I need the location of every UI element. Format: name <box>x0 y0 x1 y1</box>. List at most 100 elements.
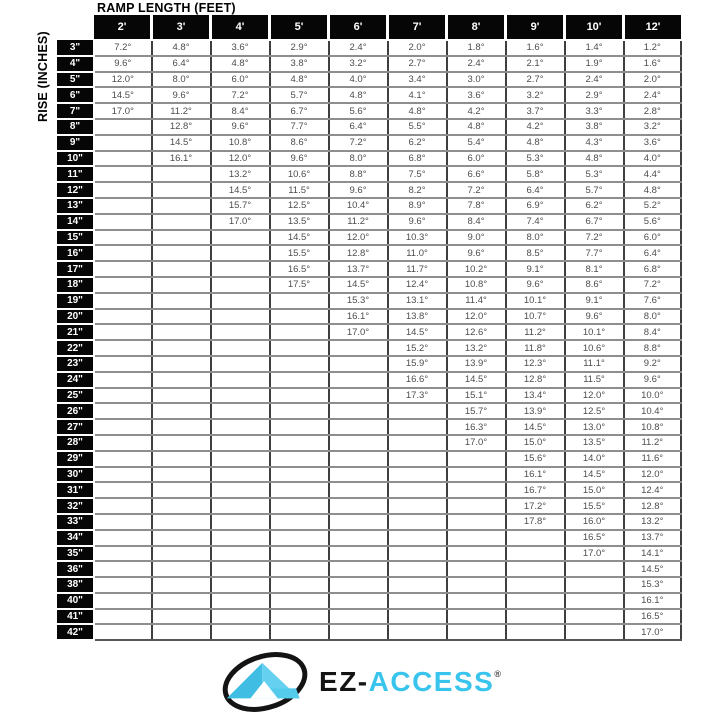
angle-cell: 3.6° <box>622 134 682 152</box>
rise-label-20in: 20" <box>57 308 95 326</box>
empty-cell <box>209 450 270 468</box>
table-row: 30" 16.1° 14.5° 12.0° <box>57 466 682 484</box>
angle-cell: 10.6° <box>563 340 624 357</box>
empty-cell <box>209 624 270 642</box>
angle-cell: 10.3° <box>386 229 447 247</box>
angle-cell: 10.0° <box>622 387 682 405</box>
empty-cell <box>93 166 152 184</box>
angle-cell: 4.0° <box>327 71 388 89</box>
empty-cell <box>386 434 447 452</box>
empty-cell <box>150 245 211 263</box>
angle-cell: 5.8° <box>504 166 565 184</box>
table-header: 2' 3' 4' 5' 6' 7' 8' 9' 10' 12' <box>57 15 681 41</box>
angle-cell: 8.2° <box>386 182 447 199</box>
empty-cell <box>327 513 388 531</box>
angle-cell: 12.8° <box>150 118 211 136</box>
empty-cell <box>150 387 211 405</box>
angle-cell: 10.1° <box>563 324 624 342</box>
angle-cell: 9.6° <box>327 182 388 199</box>
angle-cell: 14.5° <box>327 276 388 294</box>
empty-cell <box>93 419 152 436</box>
angle-cell: 13.7° <box>622 529 682 547</box>
angle-cell: 6.8° <box>386 150 447 168</box>
angle-cell: 16.3° <box>445 419 506 436</box>
empty-cell <box>386 498 447 515</box>
empty-cell <box>93 482 152 500</box>
angle-cell: 13.9° <box>504 403 565 421</box>
angle-cell: 4.3° <box>563 134 624 152</box>
empty-cell <box>327 529 388 547</box>
registered-trademark-mark: ® <box>494 669 501 679</box>
table-row: 22" 15.2° 13.2° 11.8° 10.6° 8.8° <box>57 340 682 357</box>
empty-cell <box>150 545 211 563</box>
angle-cell: 10.8° <box>622 419 682 436</box>
empty-cell <box>504 545 565 563</box>
empty-cell <box>504 592 565 610</box>
angle-cell: 16.1° <box>150 150 211 168</box>
angle-cell: 16.1° <box>327 308 388 326</box>
empty-cell <box>268 592 329 610</box>
empty-cell <box>93 371 152 389</box>
empty-cell <box>268 608 329 626</box>
angle-cell: 6.2° <box>563 197 624 215</box>
angle-cell: 12.4° <box>386 276 447 294</box>
angle-cell: 5.3° <box>504 150 565 168</box>
empty-cell <box>386 482 447 500</box>
logo-text-ez: EZ- <box>319 666 369 697</box>
table-row: 11" 13.2° 10.6° 8.8° 7.5° 6.6° 5.8° 5.3° 4.4° <box>57 166 682 184</box>
empty-cell <box>268 355 329 373</box>
empty-cell <box>504 608 565 626</box>
table-row: 19" 15.3° 13.1° 11.4° 10.1° 9.1° 7.6° <box>57 292 682 310</box>
angle-cell: 3.7° <box>504 103 565 120</box>
empty-cell <box>268 434 329 452</box>
empty-cell <box>150 355 211 373</box>
empty-cell <box>150 292 211 310</box>
empty-cell <box>150 608 211 626</box>
angle-cell: 11.6° <box>622 450 682 468</box>
angle-cell: 1.4° <box>563 39 624 57</box>
table-row: 38" 15.3° <box>57 577 682 594</box>
angle-cell: 12.6° <box>445 324 506 342</box>
page-title: RAMP LENGTH (FEET) <box>97 1 236 15</box>
angle-cell: 12.0° <box>327 229 388 247</box>
angle-cell: 14.5° <box>150 134 211 152</box>
angle-cell: 12.0° <box>445 308 506 326</box>
empty-cell <box>445 561 506 579</box>
empty-cell <box>93 276 152 294</box>
empty-cell <box>209 371 270 389</box>
angle-cell: 6.4° <box>504 182 565 199</box>
empty-cell <box>327 419 388 436</box>
angle-cell: 8.4° <box>622 324 682 342</box>
angle-cell: 8.9° <box>386 197 447 215</box>
empty-cell <box>445 482 506 500</box>
empty-cell <box>150 182 211 199</box>
angle-cell: 3.8° <box>268 55 329 73</box>
angle-cell: 13.0° <box>563 419 624 436</box>
table-row: 34" 16.5° 13.7° <box>57 529 682 547</box>
angle-cell: 12.0° <box>93 71 152 89</box>
empty-cell <box>327 545 388 563</box>
empty-cell <box>150 577 211 594</box>
rise-label-28in: 28" <box>57 434 95 452</box>
rise-label-9in: 9" <box>57 134 95 152</box>
rise-label-30in: 30" <box>57 466 95 484</box>
empty-cell <box>209 545 270 563</box>
empty-cell <box>209 340 270 357</box>
empty-cell <box>209 387 270 405</box>
angle-cell: 12.8° <box>327 245 388 263</box>
angle-cell: 3.6° <box>209 39 270 57</box>
empty-cell <box>209 245 270 263</box>
angle-cell: 3.2° <box>327 55 388 73</box>
angle-cell: 15.5° <box>563 498 624 515</box>
angle-cell: 1.2° <box>622 39 682 57</box>
table-row: 13" 15.7° 12.5° 10.4° 8.9° 7.8° 6.9° 6.2° 5.2° <box>57 197 682 215</box>
empty-cell <box>93 150 152 168</box>
empty-cell <box>268 545 329 563</box>
empty-cell <box>327 355 388 373</box>
angle-cell: 8.4° <box>445 213 506 231</box>
empty-cell <box>93 545 152 563</box>
column-header-9ft: 9' <box>504 15 565 41</box>
empty-cell <box>327 434 388 452</box>
empty-cell <box>209 355 270 373</box>
angle-cell: 2.0° <box>622 71 682 89</box>
